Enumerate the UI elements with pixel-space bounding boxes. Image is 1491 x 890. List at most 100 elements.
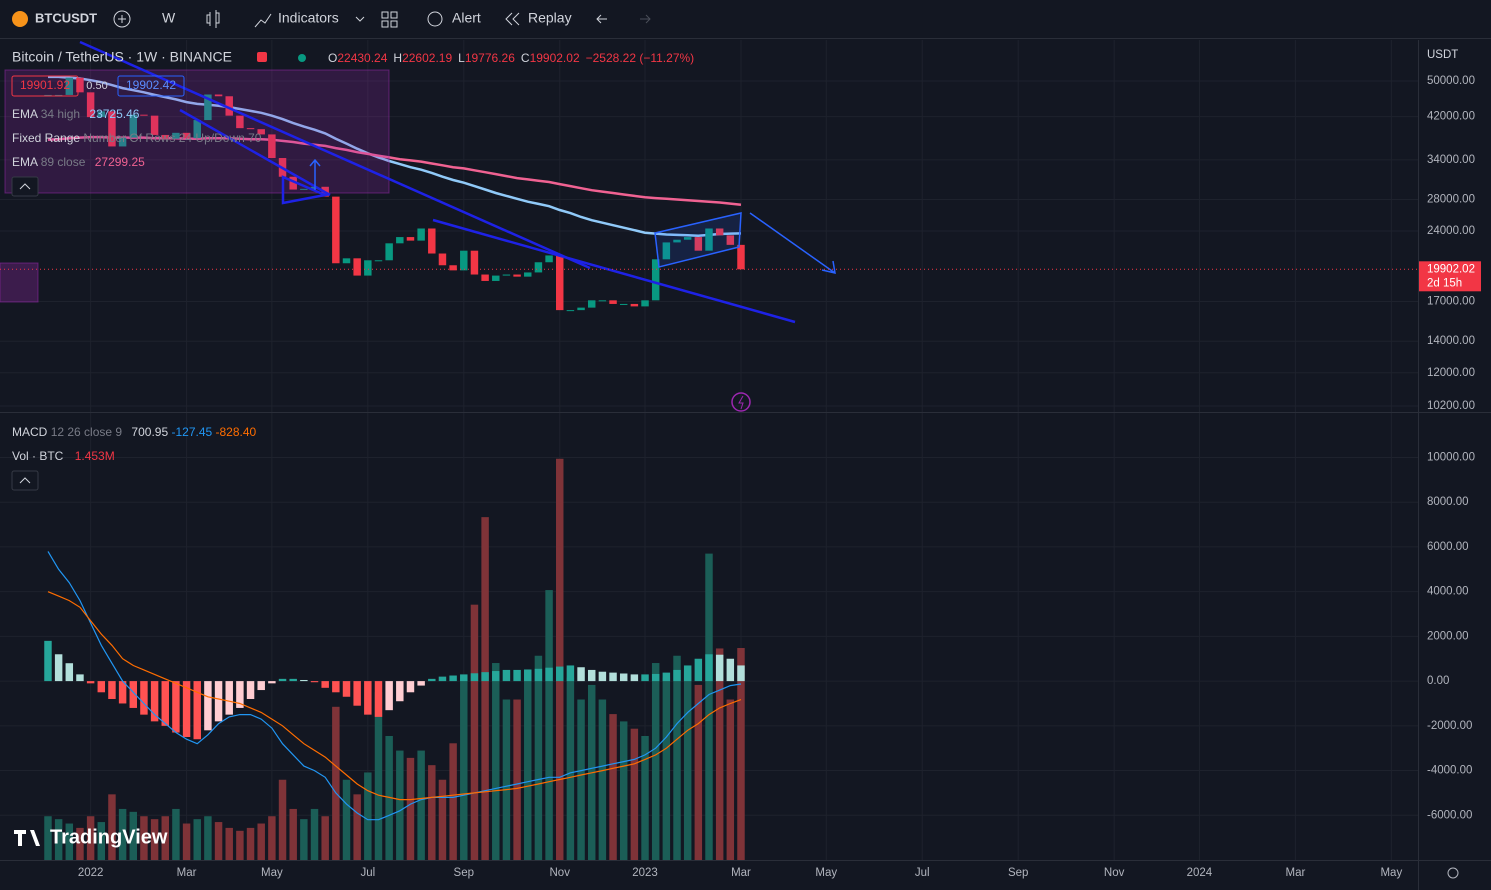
volume-bar [193, 819, 201, 860]
x-tick-label: Jul [915, 867, 930, 879]
volume-bar [76, 827, 84, 860]
y-tick-label: 24000.00 [1427, 225, 1475, 237]
volume-bar [310, 808, 319, 860]
histogram-bar [172, 681, 180, 733]
trendlines [79, 40, 796, 324]
symbol[interactable]: BTCUSDT [35, 10, 97, 25]
histogram-bar [619, 673, 628, 682]
candle [438, 253, 447, 266]
y-tick-label: 28000.00 [1427, 194, 1475, 206]
volume-bar [118, 808, 127, 860]
currency[interactable]: USDT [1427, 49, 1458, 61]
histogram-bar [598, 671, 607, 682]
add-symbol[interactable] [113, 10, 131, 28]
volume-bar [214, 822, 223, 860]
chart-type-icon[interactable] [206, 10, 220, 28]
volume-bar [619, 721, 628, 860]
volume-bar [172, 808, 180, 860]
candle [726, 235, 735, 245]
candle [715, 228, 724, 236]
alert-icon [427, 11, 443, 27]
histogram-bar [406, 681, 415, 693]
layouts-icon[interactable] [381, 11, 398, 28]
histogram-bar [641, 674, 649, 682]
volume-bar [97, 822, 106, 860]
volume-bar [417, 750, 425, 860]
settings[interactable] [1447, 867, 1459, 879]
replay-button[interactable]: Replay [528, 10, 572, 26]
histogram-bar [140, 681, 148, 715]
candle [76, 77, 84, 93]
buy-box[interactable] [117, 75, 185, 97]
x-tick-label: Mar [731, 867, 751, 879]
candle [481, 274, 489, 281]
collapse-button[interactable] [11, 176, 39, 197]
candle [385, 243, 393, 261]
candle [598, 300, 607, 302]
histogram-bar [470, 673, 479, 682]
histogram-bar [129, 681, 138, 708]
volume-bar [225, 827, 233, 860]
volume-bar [129, 811, 138, 860]
candle [524, 272, 532, 277]
histogram-bar [417, 681, 425, 686]
x-tick-label: May [1380, 867, 1402, 879]
candle [342, 258, 351, 264]
candle [268, 134, 276, 159]
fixed-range-box [4, 69, 390, 194]
indicator-legend: EMA 34 high 23725.46 [12, 107, 140, 121]
histogram-bar [246, 681, 255, 699]
candle [651, 259, 660, 301]
macd-legend: MACD 12 26 close 9 700.95 -127.45 -828.4… [12, 425, 257, 439]
event-icon[interactable] [731, 392, 751, 412]
indicators-icon [254, 13, 272, 28]
volume-bar [108, 794, 116, 860]
volume-bar [268, 816, 276, 860]
flag [257, 52, 267, 62]
volume-bar [364, 772, 372, 860]
histogram-bar [651, 673, 660, 682]
y-tick-label: 10000.00 [1427, 452, 1475, 464]
histogram-bar [513, 669, 521, 682]
candle [587, 300, 596, 308]
histogram-bar [545, 667, 553, 682]
indicators-button[interactable]: Indicators [278, 10, 339, 26]
collapse-button[interactable] [11, 470, 39, 491]
histogram-bar [428, 678, 436, 682]
histogram-bar [54, 654, 63, 682]
volume-bar [246, 827, 255, 860]
sell-box[interactable] [11, 75, 79, 97]
x-tick-label: 2022 [78, 867, 104, 879]
volume-bar [86, 816, 95, 860]
volume-bar [140, 816, 148, 860]
histogram-bar [118, 681, 127, 704]
histogram-bar [492, 671, 500, 682]
candle [694, 237, 703, 251]
volume-bar [374, 692, 383, 860]
histogram-bar [673, 669, 681, 682]
dropdown[interactable] [355, 16, 365, 22]
candle [140, 114, 148, 116]
volume-bar [630, 728, 639, 860]
histogram-bar [108, 681, 116, 699]
candle [204, 94, 212, 121]
candle [662, 242, 671, 260]
volume-bar [449, 743, 457, 860]
histogram-bar [321, 681, 329, 688]
y-tick-label: -6000.00 [1427, 809, 1472, 821]
x-tick-label: Jul [360, 867, 375, 879]
histogram-bar [587, 669, 596, 682]
redo[interactable] [640, 14, 651, 24]
candle [705, 228, 713, 251]
undo[interactable] [596, 14, 607, 24]
volume-bar [236, 830, 244, 860]
alert-button[interactable]: Alert [452, 10, 481, 26]
x-tick-label: Mar [177, 867, 197, 879]
replay-icon [505, 12, 520, 26]
interval[interactable]: W [162, 10, 176, 26]
histogram-bar [342, 681, 351, 697]
histogram-bar [502, 669, 511, 682]
candle [577, 307, 585, 311]
volume-bar [300, 819, 308, 860]
